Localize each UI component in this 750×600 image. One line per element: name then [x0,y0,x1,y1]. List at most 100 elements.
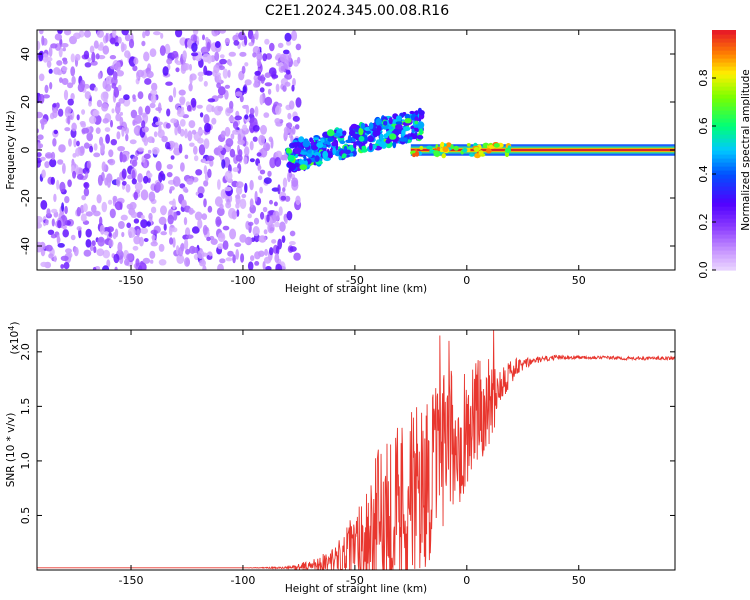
noise-blob [140,227,149,235]
chirp-blob [303,156,307,161]
colorbar-segment [712,186,736,191]
noise-blob [275,83,280,93]
noise-blob [208,251,212,257]
colorbar-segment [712,122,736,127]
noise-blob [57,108,64,117]
noise-blob [61,43,69,48]
noise-blob [203,65,208,76]
noise-blob [72,170,77,179]
noise-blob [118,221,125,229]
noise-blob [110,119,113,128]
noise-blob [56,60,63,66]
colorbar-segment [712,170,736,175]
noise-blob [232,34,239,42]
noise-blob [224,37,230,45]
noise-blob [262,261,266,270]
noise-blob [229,148,236,158]
noise-blob [67,98,74,106]
noise-blob [252,124,260,132]
chirp-blob [379,133,384,141]
noise-blob [125,184,131,193]
noise-blob [124,50,131,58]
noise-blob [203,80,208,87]
noise-blob [147,149,152,154]
noise-blob [56,234,61,245]
noise-blob [67,82,74,89]
noise-blob [80,213,87,222]
dc-blob [426,145,433,150]
chirp-blob [291,142,300,148]
noise-blob [289,230,296,237]
noise-blob [143,238,149,242]
colorbar-segment [712,90,736,95]
noise-blob [269,247,274,256]
noise-blob [129,139,137,145]
noise-blob [279,53,287,63]
noise-blob [45,244,53,252]
colorbar-segment [712,94,736,99]
noise-blob [204,122,211,133]
noise-blob [168,226,173,236]
noise-blob [248,42,254,47]
noise-blob [94,86,98,92]
colorbar-tick-label: 0.0 [697,261,710,279]
noise-blob [112,232,117,240]
noise-blob [249,107,255,115]
noise-blob [244,79,252,86]
noise-blob [266,214,270,223]
noise-blob [254,261,260,266]
noise-blob [87,57,92,63]
noise-blob [155,107,163,112]
noise-blob [229,100,234,110]
chirp-blob [395,115,403,122]
y-tick-label: 1.0 [19,452,32,470]
noise-blob [82,167,90,175]
noise-blob [192,30,199,36]
noise-blob [141,120,146,129]
noise-blob [162,66,169,76]
colorbar-segment [712,222,736,227]
noise-blob [182,114,189,119]
colorbar-segment [712,38,736,43]
noise-blob [188,83,193,92]
noise-blob [181,199,187,208]
noise-blob [110,139,118,146]
noise-blob [108,231,112,237]
noise-blob [232,121,239,130]
chirp-blob [322,150,329,159]
noise-blob [113,86,120,98]
noise-blob [105,32,109,43]
noise-blob [121,154,127,163]
noise-blob [96,248,105,257]
noise-blob [124,33,131,42]
noise-blob [60,255,69,261]
colorbar-segment [712,118,736,123]
noise-blob [62,224,67,230]
dc-blob [469,153,475,157]
noise-blob [166,108,171,117]
noise-blob [188,120,196,129]
y-tick-label: -20 [19,189,32,207]
noise-blob [62,163,66,174]
noise-blob [256,152,262,157]
chirp-blob [415,110,419,116]
noise-blob [70,53,76,63]
noise-blob [102,265,110,270]
noise-blob [235,154,243,162]
noise-blob [149,102,156,109]
y-tick-label: 2.0 [19,343,32,361]
noise-blob [105,134,110,144]
noise-blob [101,161,107,172]
colorbar-segment [712,30,736,35]
chirp-blob [372,130,381,136]
noise-blob [198,144,206,156]
noise-blob [189,74,193,85]
colorbar-segment [712,70,736,75]
noise-blob [263,229,268,235]
noise-blob [93,40,99,49]
noise-blob [215,216,222,228]
noise-blob [58,144,66,153]
noise-blob [110,65,117,70]
chirp-blob [411,128,415,134]
colorbar-segment [712,58,736,63]
